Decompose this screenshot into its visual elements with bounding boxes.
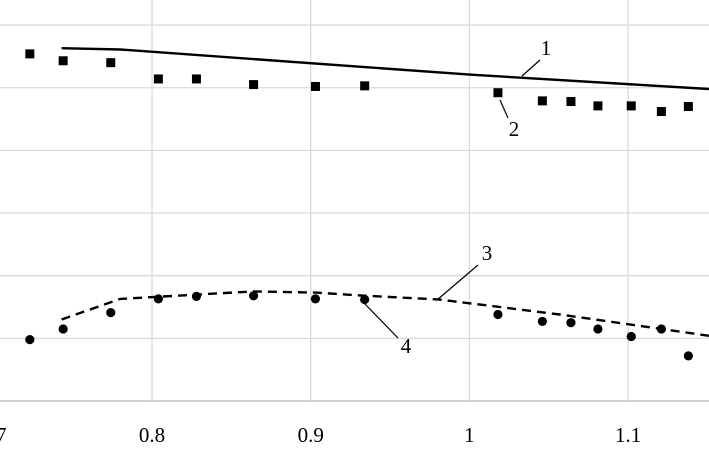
series-label: 4 xyxy=(401,334,412,358)
square-marker xyxy=(191,74,201,84)
square-marker xyxy=(683,102,693,112)
square-marker xyxy=(626,101,636,111)
leader-line xyxy=(362,301,399,339)
leader-line xyxy=(521,59,541,77)
circle-marker xyxy=(537,316,547,327)
x-tick-label: 0.9 xyxy=(298,423,324,447)
square-marker xyxy=(106,58,116,68)
circle-marker xyxy=(656,324,666,334)
square-marker xyxy=(537,96,547,106)
series-line xyxy=(61,47,709,91)
circle-marker xyxy=(191,291,202,301)
square-marker xyxy=(249,80,259,90)
square-marker xyxy=(310,81,320,91)
x-tick-label: 0.7 xyxy=(0,423,6,447)
circle-marker xyxy=(153,294,163,304)
circle-marker xyxy=(683,351,693,361)
plot-area xyxy=(25,47,709,361)
square-marker xyxy=(25,49,35,59)
square-marker xyxy=(360,81,370,91)
x-tick-label: 1 xyxy=(464,423,475,447)
square-marker xyxy=(593,101,603,111)
square-marker xyxy=(58,56,68,66)
square-marker xyxy=(153,74,163,84)
leader-line xyxy=(436,264,479,301)
square-marker xyxy=(656,107,666,117)
leader-line xyxy=(499,99,509,119)
annotations: 1 2 3 4 xyxy=(362,36,552,358)
x-tick-label: 1.1 xyxy=(615,423,641,447)
series-label: 3 xyxy=(482,241,493,265)
circle-marker xyxy=(248,291,259,301)
series-label: 1 xyxy=(541,36,552,60)
series-line xyxy=(61,290,709,337)
circle-marker xyxy=(593,324,603,334)
circle-marker xyxy=(626,331,636,342)
square-marker xyxy=(493,88,503,98)
circle-marker xyxy=(58,324,68,334)
circle-marker xyxy=(310,294,321,304)
circle-marker xyxy=(25,334,35,345)
circle-marker xyxy=(493,309,503,320)
series-label: 2 xyxy=(509,117,520,141)
circle-marker xyxy=(106,308,116,318)
circle-marker xyxy=(360,294,370,305)
square-marker xyxy=(566,97,576,107)
x-tick-label: 0.8 xyxy=(139,423,165,447)
circle-marker xyxy=(566,318,576,328)
